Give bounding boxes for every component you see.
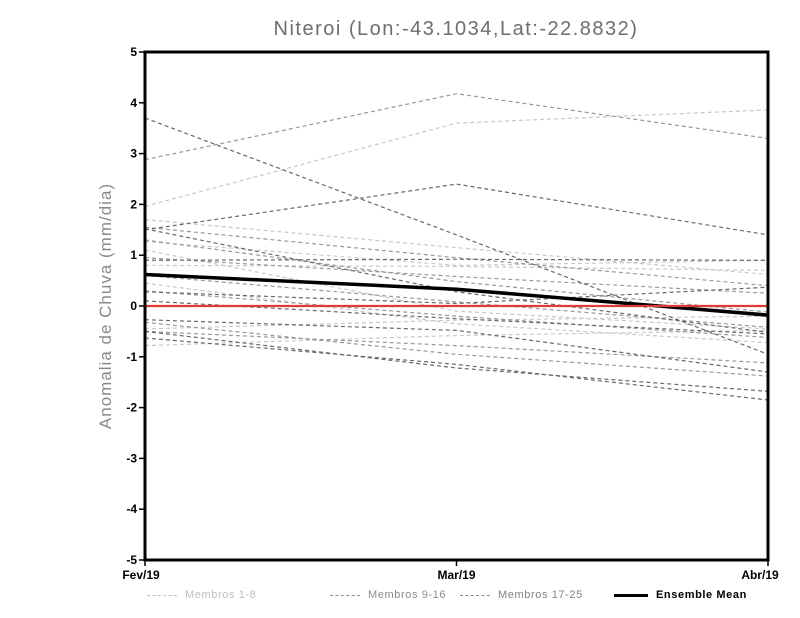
legend-label: Ensemble Mean: [656, 589, 747, 601]
member-line: [144, 249, 769, 330]
legend-item-membros-9-16: Membros 9-16: [330, 588, 446, 602]
legend-item-membros-1-8: Membros 1-8: [147, 588, 256, 602]
y-tick-label: -5: [126, 553, 137, 567]
y-tick-label: 0: [130, 299, 137, 313]
member-line: [144, 329, 769, 347]
legend-label: Membros 9-16: [368, 589, 447, 601]
dashed-line-swatch-light: [147, 594, 177, 596]
member-line: [144, 319, 769, 373]
x-tick-label: Mar/19: [437, 568, 475, 582]
member-line: [144, 109, 769, 207]
member-line: [144, 219, 769, 276]
y-tick-label: 1: [130, 248, 137, 262]
dashed-line-swatch-dark: [460, 594, 490, 596]
member-line: [144, 257, 769, 294]
member-line: [144, 290, 769, 339]
member-line: [144, 183, 769, 236]
member-line: [144, 315, 769, 330]
member-line: [144, 330, 769, 364]
chart-title: Niteroi (Lon:-43.1034,Lat:-22.8832): [273, 18, 639, 40]
dashed-line-swatch-medium: [330, 594, 360, 596]
y-tick-label: 5: [130, 45, 137, 59]
y-tick-label: -3: [126, 451, 137, 465]
member-line: [144, 274, 769, 328]
member-line: [144, 300, 769, 335]
member-line: [144, 228, 769, 333]
member-line: [144, 258, 769, 261]
legend-label: Membros 17-25: [498, 589, 583, 601]
legend-label: Membros 1-8: [185, 589, 257, 601]
y-tick-label: 3: [130, 147, 137, 161]
member-line: [144, 117, 769, 355]
y-tick-label: 2: [130, 197, 137, 211]
member-line: [144, 286, 769, 305]
y-tick-label: 4: [130, 96, 137, 110]
y-tick-label: -4: [126, 502, 137, 516]
member-line: [144, 93, 769, 161]
member-line: [144, 330, 769, 392]
member-line: [144, 226, 769, 287]
member-line: [144, 321, 769, 377]
y-tick-label: -1: [126, 350, 137, 364]
x-tick-label: Abr/19: [741, 568, 779, 582]
member-line: [144, 264, 769, 271]
legend-item-ensemble-mean: Ensemble Mean: [614, 588, 747, 602]
solid-line-swatch-black: [614, 593, 648, 597]
chart-legend: Membros 1-8 Membros 9-16 Membros 17-25 E…: [0, 588, 800, 608]
member-line: [144, 239, 769, 313]
y-tick-label: -2: [126, 401, 137, 415]
member-line: [144, 240, 769, 267]
x-tick-label: Fev/19: [122, 568, 160, 582]
legend-item-membros-17-25: Membros 17-25: [460, 588, 583, 602]
member-line: [144, 337, 769, 401]
